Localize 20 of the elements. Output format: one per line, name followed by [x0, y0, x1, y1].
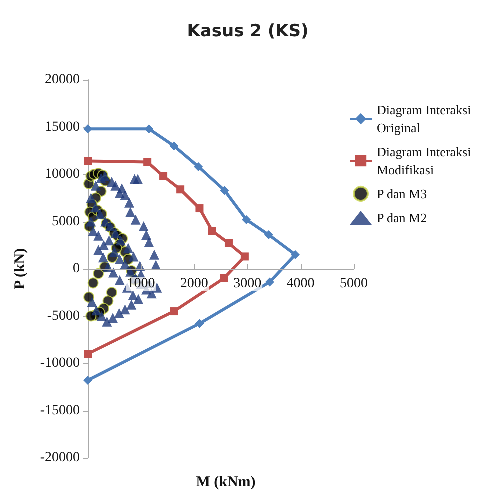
y-tick-label: -20000 — [40, 450, 80, 466]
y-tick-label: 5000 — [52, 214, 80, 230]
x-tick-label: 3000 — [234, 276, 262, 292]
legend-label: P dan M2 — [377, 210, 428, 226]
y-tick-label: -10000 — [40, 356, 80, 371]
x-axis-title: M (kNm) — [196, 474, 256, 490]
x-tick-label: 2000 — [180, 276, 208, 292]
y-tick-label: 0 — [73, 262, 80, 276]
y-axis-title: P (kN) — [12, 248, 28, 290]
x-tick-label: 5000 — [340, 276, 368, 292]
y-tick-label: 10000 — [45, 167, 80, 182]
y-tick-label: 15000 — [45, 120, 80, 135]
legend-label: P dan M3 — [377, 186, 428, 202]
legend-label: Diagram Interaksi Modifikasi — [377, 144, 474, 178]
y-tick-label: 20000 — [45, 72, 80, 88]
y-tick-label: -5000 — [47, 308, 80, 324]
chart-title: Kasus 2 (KS) — [187, 22, 309, 42]
legend-label: Diagram Interaksi Original — [377, 102, 474, 136]
y-tick-label: -15000 — [40, 403, 80, 418]
x-tick-label: 4000 — [286, 276, 315, 292]
